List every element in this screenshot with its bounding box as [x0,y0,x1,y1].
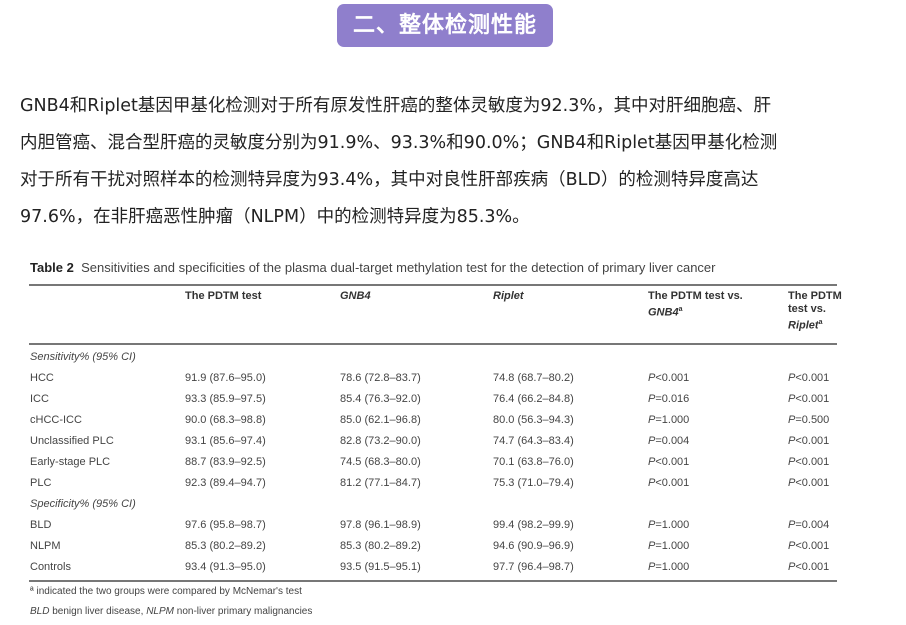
paragraph-line: 内胆管癌、混合型肝癌的灵敏度分别为91.9%、93.3%和90.0%；GNB4和… [20,133,778,153]
p-value-cell: P=0.004 [648,435,690,447]
table-cell: 80.0 (56.3–94.3) [493,414,574,426]
table-cell: 99.4 (98.2–99.9) [493,519,574,531]
table-cell: 92.3 (89.4–94.7) [185,477,266,489]
results-table-image: Table 2 Sensitivities and specificities … [25,256,885,622]
p-value-cell: P<0.001 [788,372,830,384]
p-value-cell: P<0.001 [788,477,830,489]
p-value-cell: P=1.000 [648,561,690,573]
table-cell: 74.5 (68.3–80.0) [340,456,421,468]
section-label: Specificity% (95% CI) [30,498,136,510]
p-value-cell: P=0.016 [648,393,690,405]
header-rule [29,343,837,345]
table-cell: 94.6 (90.9–96.9) [493,540,574,552]
row-label: Early-stage PLC [30,456,111,468]
p-value-cell: P<0.001 [788,456,830,468]
footnote: ª indicated the two groups were compared… [30,586,302,597]
table-cell: 91.9 (87.6–95.0) [185,372,266,384]
row-label: NLPM [30,540,61,552]
table-cell: 88.7 (83.9–92.5) [185,456,266,468]
section-label: Sensitivity% (95% CI) [30,351,136,363]
table-cell: 81.2 (77.1–84.7) [340,477,421,489]
top-rule [29,284,837,286]
column-header: GNB4 [340,290,371,302]
table-cell: 93.4 (91.3–95.0) [185,561,266,573]
p-value-cell: P<0.001 [788,540,830,552]
table-cell: 97.8 (96.1–98.9) [340,519,421,531]
p-value-cell: P<0.001 [788,561,830,573]
p-value-cell: P<0.001 [788,435,830,447]
row-label: Unclassified PLC [30,435,114,447]
column-header: The PDTM test [185,290,262,302]
paragraph-line: 97.6%，在非肝癌恶性肿瘤（NLPM）中的检测特异度为85.3%。 [20,207,530,227]
table-cell: 70.1 (63.8–76.0) [493,456,574,468]
table-cell: 93.5 (91.5–95.1) [340,561,421,573]
p-value-cell: P<0.001 [648,372,690,384]
table-cell: 90.0 (68.3–98.8) [185,414,266,426]
row-label: cHCC-ICC [30,414,82,426]
section-title-badge: 二、整体检测性能 [337,4,553,47]
footnote: BLD benign liver disease, NLPM non-liver… [30,606,313,617]
column-header: The PDTM test vs. Ripleta [788,290,842,332]
bottom-rule [29,580,837,582]
paragraph-line: 对于所有干扰对照样本的检测特异度为93.4%，其中对良性肝部疾病（BLD）的检测… [20,170,759,190]
table-cell: 93.1 (85.6–97.4) [185,435,266,447]
table-cell: 75.3 (71.0–79.4) [493,477,574,489]
p-value-cell: P=0.004 [788,519,830,531]
table-cell: 82.8 (73.2–90.0) [340,435,421,447]
table-cell: 74.8 (68.7–80.2) [493,372,574,384]
column-header: Riplet [493,290,524,302]
row-label: PLC [30,477,52,489]
table-cell: 85.4 (76.3–92.0) [340,393,421,405]
table-cell: 85.3 (80.2–89.2) [185,540,266,552]
table-cell: 78.6 (72.8–83.7) [340,372,421,384]
paragraph-line: GNB4和Riplet基因甲基化检测对于所有原发性肝癌的整体灵敏度为92.3%，… [20,96,772,116]
table-cell: 85.3 (80.2–89.2) [340,540,421,552]
p-value-cell: P=1.000 [648,540,690,552]
table-caption: Table 2 Sensitivities and specificities … [30,260,716,275]
table-cell: 74.7 (64.3–83.4) [493,435,574,447]
table-cell: 97.6 (95.8–98.7) [185,519,266,531]
p-value-cell: P<0.001 [648,477,690,489]
summary-paragraph: GNB4和Riplet基因甲基化检测对于所有原发性肝癌的整体灵敏度为92.3%，… [20,88,890,236]
p-value-cell: P=1.000 [648,414,690,426]
table-cell: 85.0 (62.1–96.8) [340,414,421,426]
table-caption-text: Sensitivities and specificities of the p… [81,260,716,275]
p-value-cell: P<0.001 [648,456,690,468]
row-label: Controls [30,561,71,573]
row-label: HCC [30,372,54,384]
p-value-cell: P=1.000 [648,519,690,531]
table-cell: 97.7 (96.4–98.7) [493,561,574,573]
p-value-cell: P<0.001 [788,393,830,405]
column-header: The PDTM test vs. GNB4a [648,290,743,319]
row-label: BLD [30,519,52,531]
table-cell: 93.3 (85.9–97.5) [185,393,266,405]
p-value-cell: P=0.500 [788,414,830,426]
table-label: Table 2 [30,260,74,275]
row-label: ICC [30,393,49,405]
table-cell: 76.4 (66.2–84.8) [493,393,574,405]
